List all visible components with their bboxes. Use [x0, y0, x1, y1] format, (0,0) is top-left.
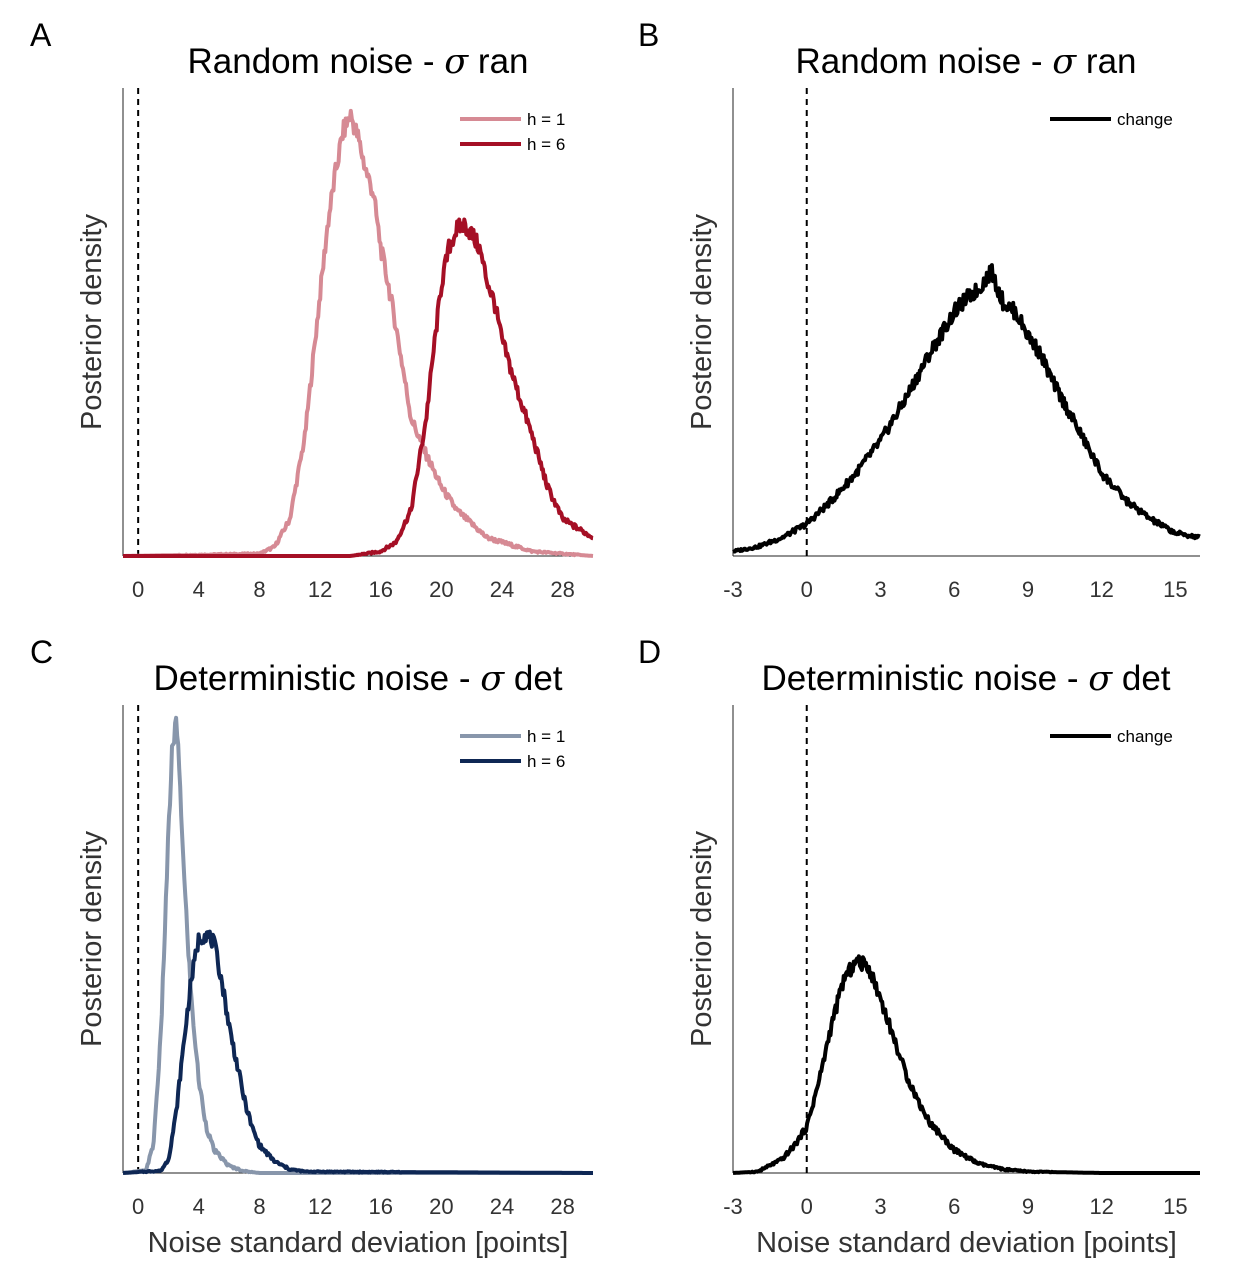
title-sigma-symbol: σ [1088, 659, 1113, 699]
panel-title: Random noise - σ ran [795, 42, 1136, 82]
x-tick-label: 28 [550, 577, 574, 602]
x-tick-label: 16 [368, 1194, 392, 1219]
panel-letter: D [638, 634, 661, 670]
panel-title: Deterministic noise - σ det [153, 659, 562, 699]
x-tick-label: 12 [308, 1194, 332, 1219]
x-tick-label: 20 [429, 1194, 453, 1219]
legend: h = 1 h = 6 [460, 110, 565, 154]
y-axis-label: Posterior density [76, 831, 108, 1047]
x-axis-label: Noise standard deviation [points] [756, 1227, 1177, 1259]
x-tick-label: 24 [490, 577, 514, 602]
x-tick-label: 0 [801, 1194, 813, 1219]
legend: h = 1 h = 6 [460, 727, 565, 771]
x-tick-label: 9 [1022, 1194, 1034, 1219]
title-sigma-symbol: σ [1052, 42, 1077, 82]
x-axis-label: Noise standard deviation [points] [148, 1227, 569, 1259]
x-tick-label: 0 [132, 1194, 144, 1219]
title-text: Random noise - [187, 42, 444, 81]
y-axis-label: Posterior density [686, 214, 718, 430]
panel-b: B Random noise - σ ran Posterior density -3… [638, 17, 1201, 602]
legend-label: h = 1 [527, 110, 565, 129]
legend-label: change [1117, 727, 1173, 746]
series-line-2 [122, 929, 594, 1175]
x-tick-label: 6 [948, 1194, 960, 1219]
title-text: Deterministic noise - [761, 659, 1088, 698]
series-line-2 [122, 217, 594, 558]
series-line-1 [732, 263, 1201, 554]
x-tick-label: 9 [1022, 577, 1034, 602]
x-tick-label: 28 [550, 1194, 574, 1219]
x-tick-label: 20 [429, 577, 453, 602]
title-text: Random noise - [795, 42, 1052, 81]
legend: change [1050, 727, 1173, 746]
x-tick-label: 24 [490, 1194, 514, 1219]
title-text: Deterministic noise - [153, 659, 480, 698]
panel-letter: C [30, 634, 53, 670]
x-tick-label: 12 [308, 577, 332, 602]
x-tick-label: 16 [368, 577, 392, 602]
panel-letter: B [638, 17, 659, 53]
legend-label: h = 6 [527, 135, 565, 154]
legend-label: change [1117, 110, 1173, 129]
y-axis-label: Posterior density [76, 214, 108, 430]
title-text-suffix: ran [468, 42, 528, 81]
series-line-1 [732, 954, 1201, 1175]
panel-a: A Random noise - σ ran Posterior density 0 4… [30, 17, 594, 602]
panel-c: C Deterministic noise - σ det Posterior de… [30, 634, 594, 1259]
x-tick-label: 0 [132, 577, 144, 602]
x-tick-label: 3 [874, 1194, 886, 1219]
series-line-1 [122, 108, 594, 558]
title-sigma-symbol: σ [480, 659, 505, 699]
panel-title: Random noise - σ ran [187, 42, 528, 82]
x-tick-label: 4 [193, 577, 205, 602]
x-tick-label: 3 [874, 577, 886, 602]
legend: change [1050, 110, 1173, 129]
x-tick-label: -3 [723, 1194, 743, 1219]
x-tick-label: 8 [253, 577, 265, 602]
x-tick-label: -3 [723, 577, 743, 602]
y-axis-label: Posterior density [686, 831, 718, 1047]
x-tick-label: 4 [193, 1194, 205, 1219]
panel-letter: A [30, 17, 52, 53]
x-tick-label: 8 [253, 1194, 265, 1219]
series-line-1 [122, 715, 594, 1175]
title-text-suffix: det [504, 659, 563, 698]
x-tick-label: 12 [1089, 1194, 1113, 1219]
legend-label: h = 1 [527, 727, 565, 746]
title-sigma-symbol: σ [444, 42, 469, 82]
legend-label: h = 6 [527, 752, 565, 771]
panel-d: D Deterministic noise - σ det Posterior de… [638, 634, 1201, 1259]
x-tick-label: 6 [948, 577, 960, 602]
title-text-suffix: ran [1076, 42, 1136, 81]
panel-title: Deterministic noise - σ det [761, 659, 1170, 699]
x-tick-label: 15 [1163, 1194, 1187, 1219]
x-tick-label: 0 [801, 577, 813, 602]
x-tick-label: 15 [1163, 577, 1187, 602]
x-tick-label: 12 [1089, 577, 1113, 602]
title-text-suffix: det [1112, 659, 1171, 698]
